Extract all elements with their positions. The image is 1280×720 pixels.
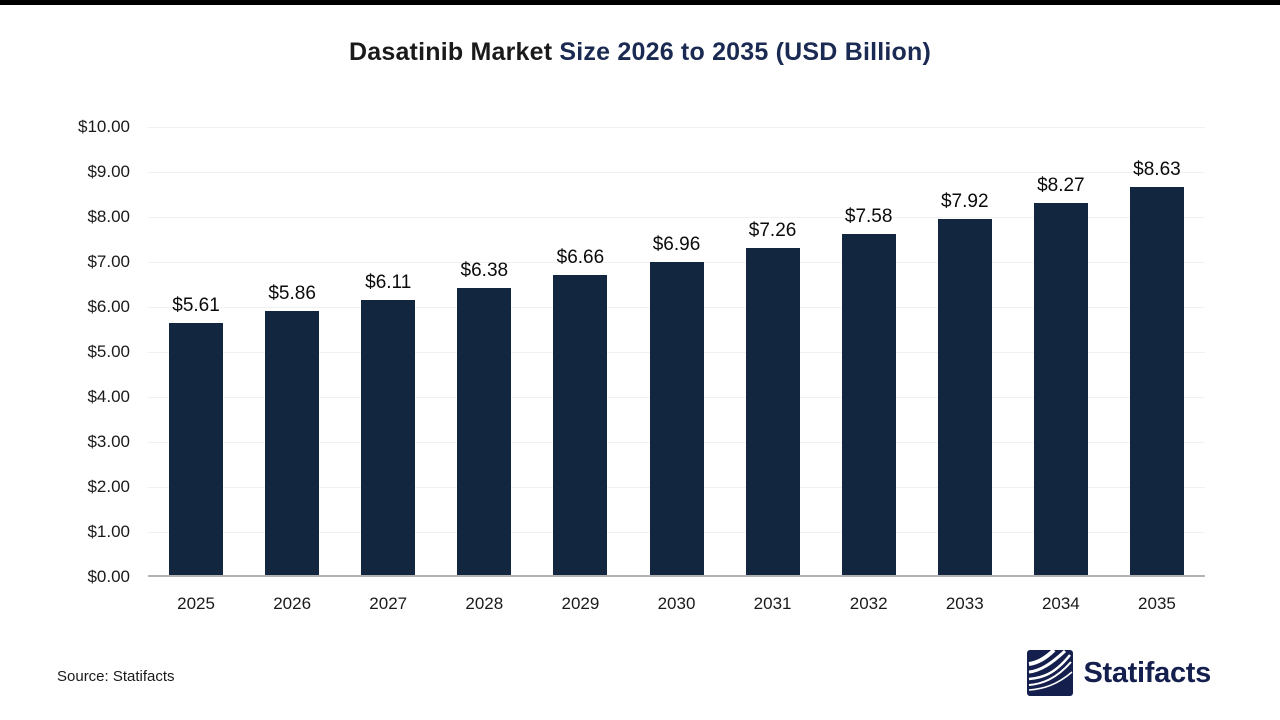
bar-2034 [1033,202,1088,575]
bar-value-label: $8.63 [1133,158,1181,180]
bar-value-label: $6.11 [365,272,412,294]
x-tick-label: 2030 [657,594,696,613]
y-tick-label: $0.00 [87,567,130,586]
x-tick-label: 2025 [177,594,215,613]
bar-value-label: $6.66 [556,247,605,269]
x-tick-label: 2034 [1041,594,1080,613]
y-tick-label: $3.00 [87,432,130,451]
bar-2035 [1129,186,1184,575]
bar-value-label: $5.86 [268,283,316,305]
bar-value-label: $7.92 [940,190,989,212]
x-tick-label: 2031 [753,594,792,613]
bar-value-label: $5.61 [172,294,220,316]
x-tick-label: 2028 [465,594,504,613]
bar-2031 [745,248,800,575]
bar-value-label: $6.38 [460,259,509,281]
gridline [148,217,1205,218]
x-tick-label: 2026 [273,594,312,613]
gridline [148,172,1205,173]
y-tick-label: $6.00 [87,297,130,316]
bar-2030 [649,261,704,575]
x-tick-label: 2029 [561,594,600,613]
y-tick-label: $5.00 [87,342,130,361]
bar-2026 [265,311,320,575]
bar-value-label: $6.96 [652,233,701,255]
chart-title-prefix: Dasatinib Market [348,38,560,66]
y-tick-label: $4.00 [87,387,130,406]
x-tick-label: 2032 [849,594,888,613]
bar-2028 [457,287,512,575]
bar-value-label: $7.58 [844,205,893,227]
y-tick-label: $8.00 [87,207,130,226]
x-tick-label: 2027 [369,594,408,613]
statifacts-logo: Statifacts [1027,650,1211,696]
y-tick-label: $9.00 [87,162,130,181]
y-axis-labels: $0.00 $1.00 $2.00 $3.00 $4.00 $5.00 $6.00 $7.00… [0,117,130,586]
gridline [148,575,1205,577]
bar-value-label: $7.26 [748,220,797,242]
top-border [0,0,1280,5]
statifacts-logo-icon [1027,650,1074,696]
bar-2029 [553,275,608,575]
plot-area: $5.61 2025 $5.86 2026 $6.11 2027 $6.38 2028 $6.6… [148,127,1205,613]
gridline [148,127,1205,128]
statifacts-logo-text: Statifacts [1083,656,1211,689]
chart-title: Dasatinib Market Size 2026 to 2035 (USD … [0,38,1280,67]
y-tick-label: $2.00 [87,477,130,496]
bar-2027 [361,300,416,575]
chart-title-highlight: Size 2026 to 2035 (USD Billion) [559,38,931,66]
y-tick-label: $7.00 [87,252,130,271]
bar-2025 [169,322,224,575]
x-tick-label: 2033 [945,594,984,613]
y-tick-label: $1.00 [87,522,130,541]
bar-value-label: $8.27 [1037,174,1085,196]
bar-2032 [841,233,896,575]
bar-2033 [937,218,992,575]
x-tick-label: 2035 [1138,594,1176,613]
source-note: Source: Statifacts [57,668,175,685]
y-tick-label: $10.00 [78,117,130,136]
